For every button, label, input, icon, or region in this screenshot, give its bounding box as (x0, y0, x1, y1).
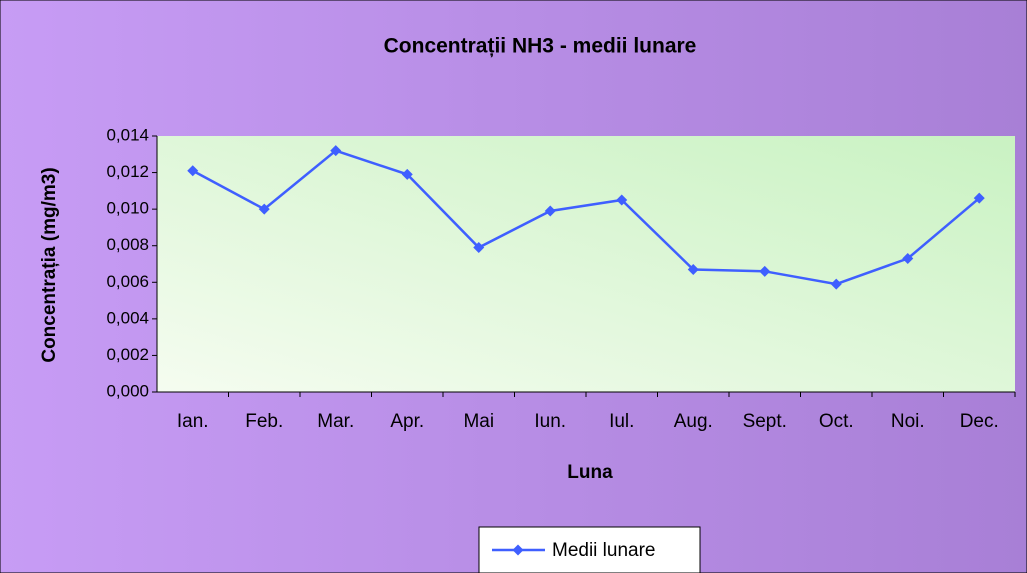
marker (687, 263, 699, 275)
x-tick-label: Mai (463, 411, 494, 432)
marker (258, 203, 270, 215)
y-tick-label: 0,012 (106, 162, 149, 181)
marker (902, 253, 914, 265)
marker (401, 168, 413, 180)
x-tick-label: Ian. (177, 411, 209, 432)
legend-label: Medii lunare (552, 540, 656, 561)
y-tick-label: 0,010 (106, 199, 149, 218)
x-tick-label: Apr. (390, 411, 424, 432)
marker (616, 194, 628, 206)
marker (973, 192, 985, 204)
marker (473, 242, 485, 254)
y-tick-label: 0,014 (106, 125, 149, 144)
y-tick-label: 0,000 (106, 381, 149, 400)
x-tick-label: Feb. (245, 411, 283, 432)
chart-title: Concentrații NH3 - medii lunare (384, 35, 697, 58)
x-tick-label: Noi. (891, 411, 925, 432)
x-tick-label: Aug. (674, 411, 713, 432)
x-axis-label: Luna (567, 462, 613, 483)
x-tick-label: Sept. (743, 411, 787, 432)
x-tick-label: Iun. (534, 411, 566, 432)
marker (187, 165, 199, 177)
x-tick-label: Iul. (609, 411, 634, 432)
x-tick-label: Mar. (317, 411, 354, 432)
x-tick-label: Dec. (960, 411, 999, 432)
marker (330, 145, 342, 157)
y-tick-label: 0,008 (106, 235, 149, 254)
plot-area (157, 136, 1015, 392)
legend-marker (512, 544, 524, 556)
marker (544, 205, 556, 217)
marker (759, 265, 771, 277)
line (192, 149, 981, 286)
marker (830, 278, 842, 290)
y-axis-label: Concentrația (mg/m3) (39, 167, 60, 362)
y-tick-label: 0,002 (106, 345, 149, 364)
y-tick-label: 0,004 (106, 308, 149, 327)
x-tick-label: Oct. (819, 411, 854, 432)
y-tick-label: 0,006 (106, 272, 149, 291)
